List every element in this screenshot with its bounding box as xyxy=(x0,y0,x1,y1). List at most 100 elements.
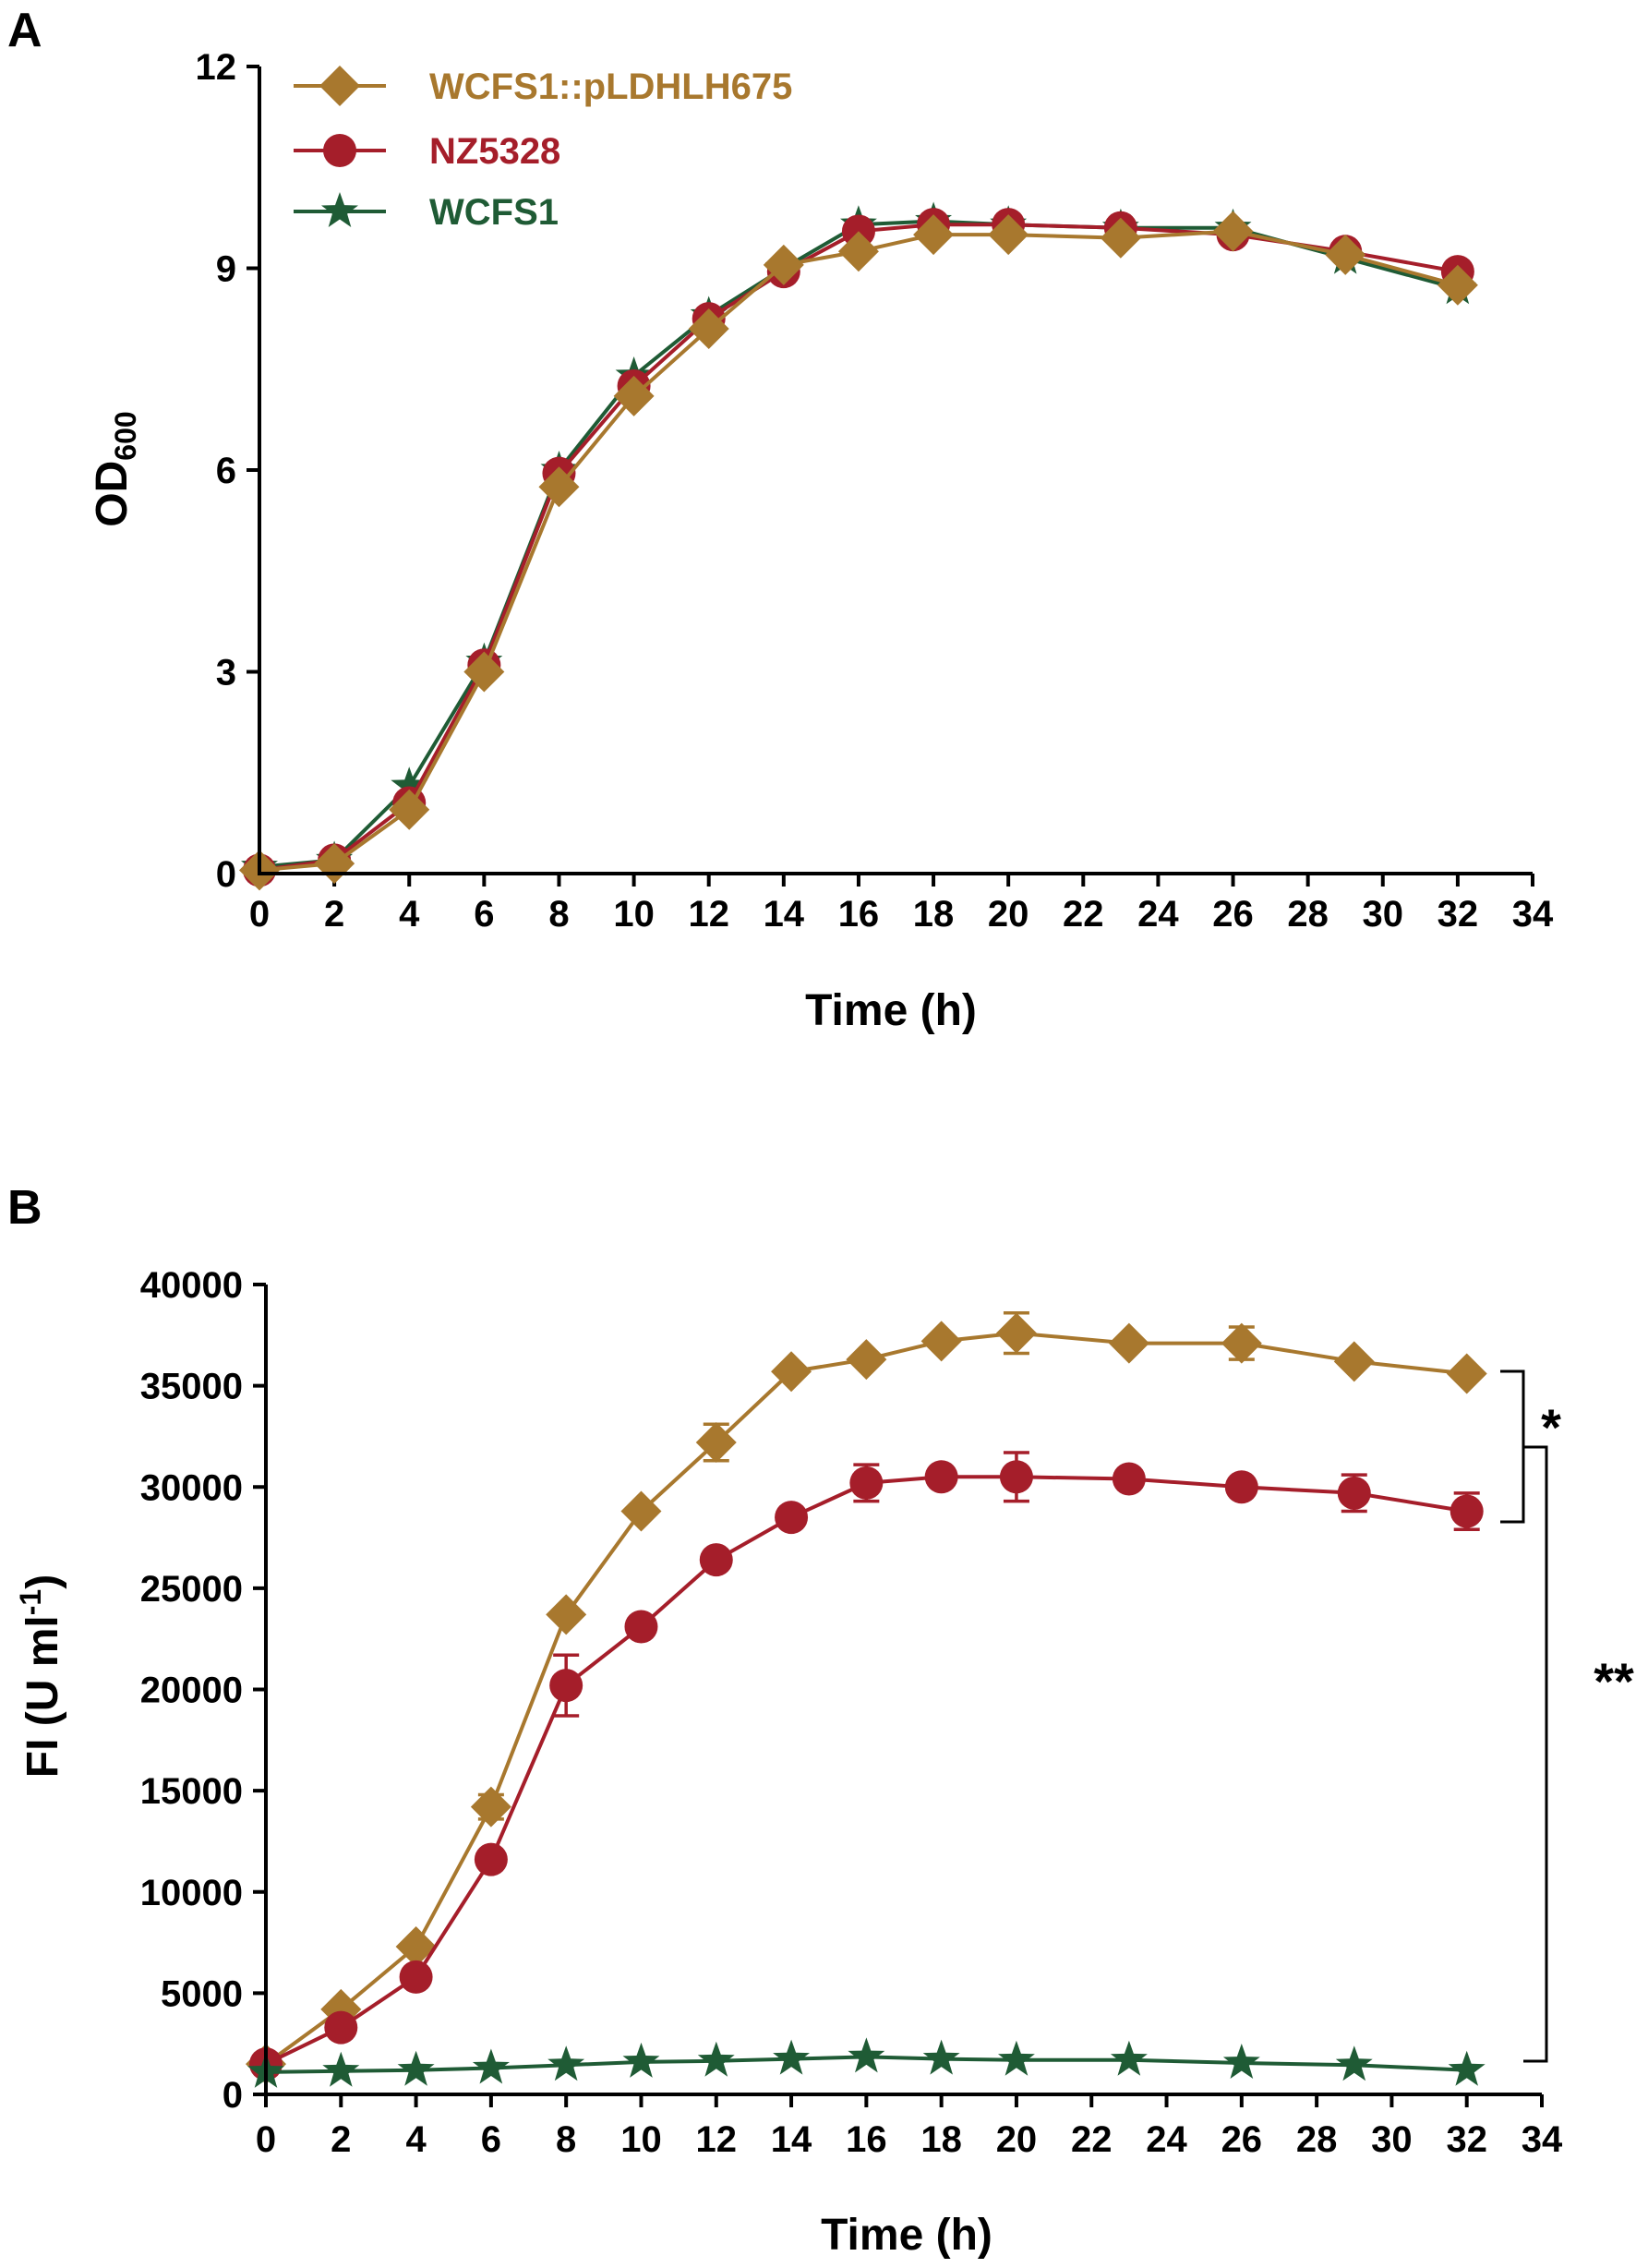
x-tick-label: 10 xyxy=(620,2119,662,2160)
x-tick-label: 30 xyxy=(1363,894,1404,935)
x-tick-label: 32 xyxy=(1437,894,1479,935)
x-tick-label: 34 xyxy=(1512,894,1554,935)
y-tick-label: 3 xyxy=(216,653,236,694)
circle-icon xyxy=(323,134,356,167)
data-point xyxy=(324,2010,358,2045)
data-point xyxy=(837,231,879,272)
x-tick-label: 32 xyxy=(1446,2119,1487,2160)
data-point xyxy=(399,1960,433,1994)
legend-item-wcfs1-pldhlh675: WCFS1::pLDHLH675 xyxy=(294,66,792,107)
x-tick-label: 0 xyxy=(256,2119,276,2160)
x-tick-label: 2 xyxy=(331,2119,351,2160)
data-point xyxy=(1110,2040,1148,2076)
circle-icon xyxy=(323,134,356,167)
data-point xyxy=(549,1669,583,1703)
x-tick-label: 26 xyxy=(1221,2119,1263,2160)
series-line-nz5328 xyxy=(265,1475,1468,2066)
y-tick-label: 6 xyxy=(216,451,236,491)
data-point xyxy=(699,1543,733,1577)
data-point xyxy=(395,1925,437,1967)
data-point xyxy=(474,1842,508,1876)
panel-a-y-axis-title: OD600 xyxy=(88,411,142,526)
data-point xyxy=(771,1351,812,1393)
data-point xyxy=(763,244,804,285)
y-tick-label: 12 xyxy=(196,47,237,88)
legend-item-wcfs1: WCFS1 xyxy=(294,192,559,233)
data-point xyxy=(389,789,430,830)
star-icon xyxy=(321,192,358,227)
x-tick-label: 18 xyxy=(913,894,955,935)
data-point xyxy=(1446,1353,1487,1394)
data-point xyxy=(472,2048,510,2084)
panel-b: B FI (U ml-1) Time (h) 0 2 4 6 8 10 12 14 16 18 20… xyxy=(7,1181,1634,2260)
x-tick-label: 2 xyxy=(324,894,344,935)
x-tick-label: 26 xyxy=(1212,894,1254,935)
x-tick-label: 16 xyxy=(838,894,880,935)
y-tick-label: 40000 xyxy=(140,1265,243,1306)
data-point xyxy=(695,1422,737,1464)
x-tick-label: 14 xyxy=(771,2119,812,2160)
y-tick-label: 30000 xyxy=(140,1467,243,1508)
x-tick-label: 18 xyxy=(920,2119,962,2160)
data-point xyxy=(463,651,505,693)
series-line-nz5328 xyxy=(259,223,1459,873)
data-point xyxy=(1221,1322,1262,1364)
data-point xyxy=(1337,1476,1371,1510)
y-tick-label: 25000 xyxy=(140,1569,243,1610)
series-line-wcfs1-pldhlh675 xyxy=(264,1331,1467,2066)
diamond-icon xyxy=(319,66,360,106)
data-point xyxy=(697,2041,735,2077)
panel-a-label: A xyxy=(7,4,42,57)
data-point xyxy=(1335,2045,1373,2081)
x-tick-label: 24 xyxy=(1146,2119,1187,2160)
panel-b-axes xyxy=(264,1285,1542,2096)
star-icon xyxy=(321,192,358,227)
panel-b-x-axis-title: Time (h) xyxy=(821,2211,992,2260)
data-point xyxy=(547,2045,585,2081)
series-wcfs1-pldhlh675 xyxy=(239,211,1478,891)
data-point xyxy=(1112,1462,1146,1496)
data-point xyxy=(470,1786,511,1828)
data-point xyxy=(1100,217,1141,259)
x-tick-label: 28 xyxy=(1287,894,1329,935)
data-point xyxy=(1108,1322,1149,1364)
x-tick-label: 12 xyxy=(688,894,729,935)
y-tick-label: 0 xyxy=(216,854,236,895)
legend-item-nz5328: NZ5328 xyxy=(294,131,560,172)
data-point xyxy=(920,1321,962,1362)
x-tick-label: 0 xyxy=(249,894,270,935)
x-tick-label: 12 xyxy=(696,2119,738,2160)
x-tick-label: 20 xyxy=(988,894,1029,935)
y-tick-label: 15000 xyxy=(140,1771,243,1812)
data-point xyxy=(1450,1494,1484,1528)
data-point xyxy=(620,1490,662,1532)
data-point xyxy=(1222,2044,1260,2079)
significance-bracket-lower: ** xyxy=(1523,1445,1634,2063)
data-point xyxy=(924,1460,958,1494)
panel-a: A OD600 Time (h) 0 2 4 6 8 10 12 14 16 18 20 22 24 26… xyxy=(7,4,1554,1035)
data-point xyxy=(998,2040,1035,2076)
x-tick-label: 6 xyxy=(481,2119,501,2160)
data-point xyxy=(773,2039,810,2075)
data-point xyxy=(538,466,580,508)
series-line-wcfs1 xyxy=(259,219,1459,869)
series-nz5328 xyxy=(243,208,1474,887)
legend-label-wcfs1: WCFS1 xyxy=(429,192,559,233)
legend-label-nz5328: NZ5328 xyxy=(429,131,560,172)
x-tick-label: 14 xyxy=(764,894,805,935)
panel-a-axes xyxy=(258,66,1533,875)
data-point xyxy=(988,214,1029,256)
y-tick-label: 0 xyxy=(223,2075,243,2116)
x-tick-label: 24 xyxy=(1137,894,1179,935)
significance-label-upper: * xyxy=(1541,1398,1561,1456)
data-point xyxy=(1437,264,1478,306)
x-tick-label: 6 xyxy=(474,894,494,935)
x-tick-label: 34 xyxy=(1522,2119,1563,2160)
series-wcfs1-pldhlh675 xyxy=(246,1310,1487,2085)
x-tick-label: 30 xyxy=(1371,2119,1413,2160)
data-point xyxy=(922,2039,960,2075)
significance-label-lower: ** xyxy=(1594,1652,1634,1710)
data-point xyxy=(391,766,428,802)
data-point xyxy=(624,1610,658,1644)
